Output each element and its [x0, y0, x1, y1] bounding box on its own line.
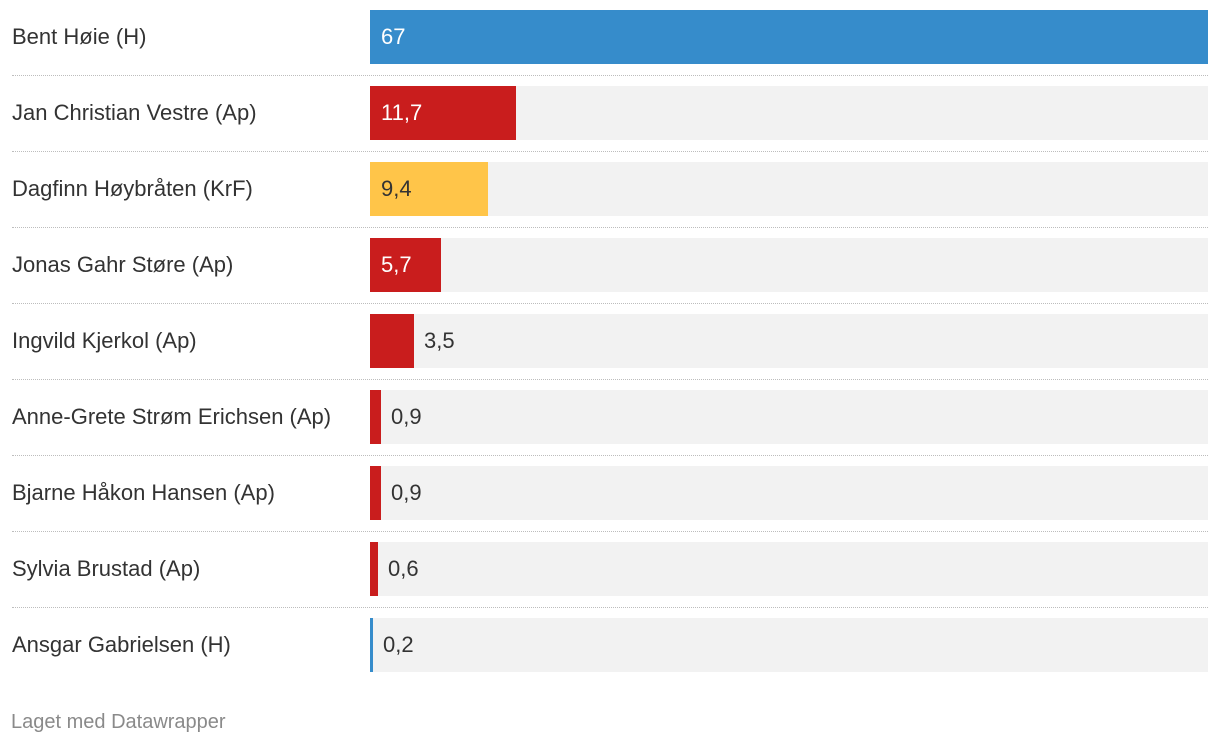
- bar: [370, 238, 441, 292]
- bar-row: Dagfinn Høybråten (KrF) 9,4: [12, 162, 1208, 238]
- bar-value-label: 0,6: [388, 556, 419, 581]
- bar: [370, 10, 1208, 64]
- row-separator: [12, 75, 1208, 76]
- bar-track: 3,5: [370, 314, 1208, 368]
- bar-value-label: 0,9: [391, 404, 422, 429]
- footer-credit[interactable]: Laget med Datawrapper: [11, 711, 226, 733]
- bar-category-label: Ingvild Kjerkol (Ap): [12, 328, 197, 353]
- bar-row: Anne-Grete Strøm Erichsen (Ap) 0,9: [12, 390, 1208, 466]
- bar: [370, 542, 378, 596]
- bar: [370, 618, 373, 672]
- row-separator: [12, 607, 1208, 608]
- bar-row: Bent Høie (H) 67: [12, 10, 1208, 86]
- bar-category-label: Jonas Gahr Støre (Ap): [12, 252, 234, 277]
- bar-row: Jonas Gahr Støre (Ap) 5,7: [12, 238, 1208, 314]
- bar-category-label: Sylvia Brustad (Ap): [12, 556, 201, 581]
- row-separator: [12, 151, 1208, 152]
- bar-value-label: 9,4: [381, 176, 412, 201]
- bar: [370, 390, 381, 444]
- bar-track: 0,2: [370, 618, 1208, 672]
- bar-track: 11,7: [370, 86, 1208, 140]
- bar-track: 67: [370, 10, 1208, 64]
- bar: [370, 314, 414, 368]
- bar-track: 5,7: [370, 238, 1208, 292]
- bar-value-label: 3,5: [424, 328, 455, 353]
- row-separator: [12, 303, 1208, 304]
- bar-row: Ingvild Kjerkol (Ap) 3,5: [12, 314, 1208, 390]
- row-separator: [12, 531, 1208, 532]
- bar-row: Jan Christian Vestre (Ap) 11,7: [12, 86, 1208, 162]
- bar-value-label: 0,2: [383, 632, 414, 657]
- bar-category-label: Dagfinn Høybråten (KrF): [12, 176, 253, 201]
- bar-row: Sylvia Brustad (Ap) 0,6: [12, 542, 1208, 618]
- row-separator: [12, 379, 1208, 380]
- bar: [370, 86, 516, 140]
- bar-value-label: 11,7: [381, 100, 423, 125]
- bar-track: 9,4: [370, 162, 1208, 216]
- bar-value-label: 67: [381, 24, 406, 49]
- row-separator: [12, 455, 1208, 456]
- bar-track: 0,9: [370, 390, 1208, 444]
- bar-category-label: Anne-Grete Strøm Erichsen (Ap): [12, 404, 332, 429]
- bar: [370, 466, 381, 520]
- bar-category-label: Bjarne Håkon Hansen (Ap): [12, 480, 275, 505]
- row-separator: [12, 227, 1208, 228]
- bar: [370, 162, 488, 216]
- bar-chart: Bent Høie (H) 67 Jan Christian Vestre (Ap)…: [12, 10, 1208, 694]
- bar-category-label: Jan Christian Vestre (Ap): [12, 100, 257, 125]
- bar-category-label: Ansgar Gabrielsen (H): [12, 632, 231, 657]
- bar-track: 0,9: [370, 466, 1208, 520]
- bar-row: Ansgar Gabrielsen (H) 0,2: [12, 618, 1208, 694]
- bar-value-label: 0,9: [391, 480, 422, 505]
- bar-category-label: Bent Høie (H): [12, 24, 147, 49]
- bar-row: Bjarne Håkon Hansen (Ap) 0,9: [12, 466, 1208, 542]
- bar-track: 0,6: [370, 542, 1208, 596]
- bar-value-label: 5,7: [381, 252, 412, 277]
